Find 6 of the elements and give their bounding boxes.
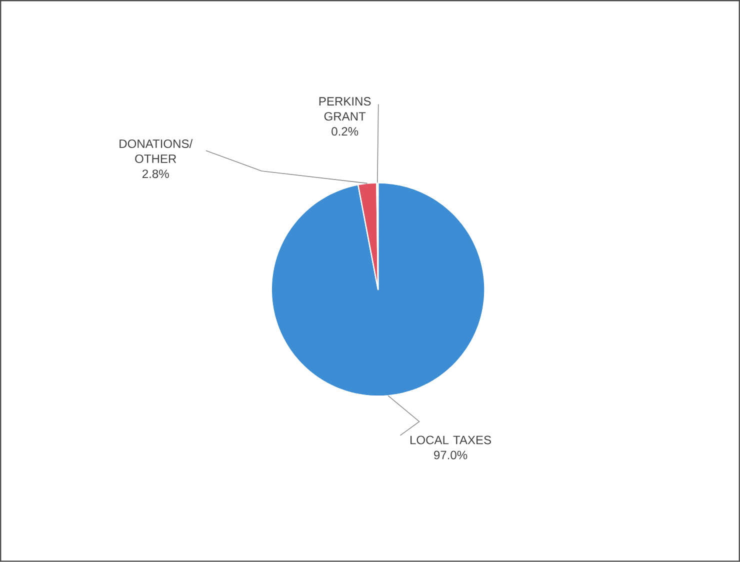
slice-label: PERKINS GRANT [319,97,371,121]
data-label: 0.2% [332,127,358,136]
slice-label: LOCAL TAXES [410,436,491,444]
data-label: 2.8% [142,170,169,178]
slice-label: DONATIONS/ OTHER [120,139,193,164]
data-label: 97.0% [434,450,468,460]
